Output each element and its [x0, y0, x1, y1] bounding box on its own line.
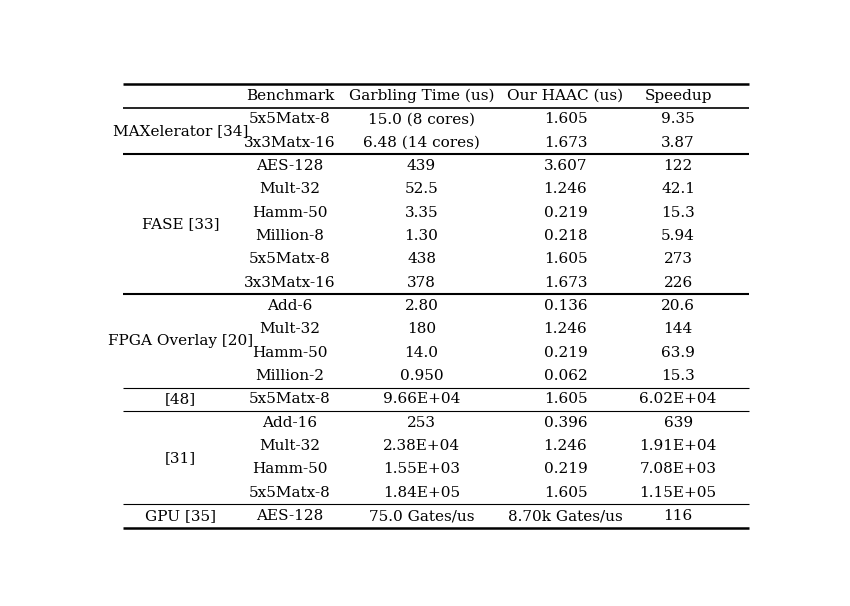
- Text: 2.38E+04: 2.38E+04: [383, 439, 460, 453]
- Text: 63.9: 63.9: [661, 345, 695, 360]
- Text: 0.396: 0.396: [544, 416, 587, 430]
- Text: 273: 273: [664, 252, 693, 267]
- Text: Mult-32: Mult-32: [259, 439, 320, 453]
- Text: Hamm-50: Hamm-50: [252, 345, 328, 360]
- Text: Speedup: Speedup: [644, 89, 712, 103]
- Text: 1.673: 1.673: [544, 276, 587, 290]
- Text: FPGA Overlay [20]: FPGA Overlay [20]: [108, 334, 253, 348]
- Text: 0.218: 0.218: [544, 229, 587, 243]
- Text: 1.246: 1.246: [544, 182, 587, 196]
- Text: 15.3: 15.3: [661, 205, 695, 220]
- Text: 1.55E+03: 1.55E+03: [383, 462, 460, 476]
- Text: [31]: [31]: [165, 451, 196, 465]
- Text: AES-128: AES-128: [257, 509, 324, 523]
- Text: 1.605: 1.605: [544, 392, 587, 407]
- Text: 1.605: 1.605: [544, 112, 587, 127]
- Text: Million-8: Million-8: [256, 229, 325, 243]
- Text: 639: 639: [664, 416, 693, 430]
- Text: 180: 180: [407, 322, 436, 336]
- Text: Our HAAC (us): Our HAAC (us): [507, 89, 624, 103]
- Text: 9.66E+04: 9.66E+04: [382, 392, 460, 407]
- Text: 1.605: 1.605: [544, 252, 587, 267]
- Text: 6.48 (14 cores): 6.48 (14 cores): [363, 136, 480, 150]
- Text: 3.87: 3.87: [661, 136, 695, 150]
- Text: 439: 439: [407, 159, 436, 173]
- Text: 438: 438: [407, 252, 436, 267]
- Text: 0.219: 0.219: [544, 345, 587, 360]
- Text: Add-16: Add-16: [263, 416, 318, 430]
- Text: 253: 253: [407, 416, 436, 430]
- Text: 5x5Matx-8: 5x5Matx-8: [249, 252, 331, 267]
- Text: 1.84E+05: 1.84E+05: [383, 485, 460, 500]
- Text: 5.94: 5.94: [661, 229, 695, 243]
- Text: 1.605: 1.605: [544, 485, 587, 500]
- Text: 1.15E+05: 1.15E+05: [639, 485, 717, 500]
- Text: 52.5: 52.5: [405, 182, 439, 196]
- Text: 14.0: 14.0: [405, 345, 439, 360]
- Text: 20.6: 20.6: [661, 299, 695, 313]
- Text: Garbling Time (us): Garbling Time (us): [348, 89, 495, 103]
- Text: FASE [33]: FASE [33]: [142, 218, 219, 231]
- Text: 1.246: 1.246: [544, 322, 587, 336]
- Text: 378: 378: [407, 276, 436, 290]
- Text: 1.246: 1.246: [544, 439, 587, 453]
- Text: 3x3Matx-16: 3x3Matx-16: [244, 276, 336, 290]
- Text: 0.136: 0.136: [544, 299, 587, 313]
- Text: 15.3: 15.3: [661, 369, 695, 383]
- Text: Mult-32: Mult-32: [259, 182, 320, 196]
- Text: 6.02E+04: 6.02E+04: [639, 392, 717, 407]
- Text: 0.219: 0.219: [544, 462, 587, 476]
- Text: AES-128: AES-128: [257, 159, 324, 173]
- Text: 1.91E+04: 1.91E+04: [639, 439, 717, 453]
- Text: 1.30: 1.30: [405, 229, 439, 243]
- Text: 5x5Matx-8: 5x5Matx-8: [249, 112, 331, 127]
- Text: Million-2: Million-2: [256, 369, 325, 383]
- Text: 144: 144: [664, 322, 693, 336]
- Text: 3x3Matx-16: 3x3Matx-16: [244, 136, 336, 150]
- Text: 116: 116: [664, 509, 693, 523]
- Text: 3.607: 3.607: [544, 159, 587, 173]
- Text: Hamm-50: Hamm-50: [252, 205, 328, 220]
- Text: 1.673: 1.673: [544, 136, 587, 150]
- Text: 2.80: 2.80: [405, 299, 439, 313]
- Text: Benchmark: Benchmark: [246, 89, 334, 103]
- Text: Mult-32: Mult-32: [259, 322, 320, 336]
- Text: 0.950: 0.950: [400, 369, 444, 383]
- Text: 8.70k Gates/us: 8.70k Gates/us: [508, 509, 623, 523]
- Text: Add-6: Add-6: [268, 299, 313, 313]
- Text: Hamm-50: Hamm-50: [252, 462, 328, 476]
- Text: [48]: [48]: [165, 392, 196, 407]
- Text: 0.062: 0.062: [544, 369, 587, 383]
- Text: 9.35: 9.35: [661, 112, 695, 127]
- Text: 122: 122: [664, 159, 693, 173]
- Text: 15.0 (8 cores): 15.0 (8 cores): [368, 112, 475, 127]
- Text: GPU [35]: GPU [35]: [145, 509, 216, 523]
- Text: 7.08E+03: 7.08E+03: [640, 462, 717, 476]
- Text: 75.0 Gates/us: 75.0 Gates/us: [369, 509, 474, 523]
- Text: 0.219: 0.219: [544, 205, 587, 220]
- Text: 3.35: 3.35: [405, 205, 439, 220]
- Text: 42.1: 42.1: [661, 182, 695, 196]
- Text: MAXelerator [34]: MAXelerator [34]: [113, 124, 248, 138]
- Text: 5x5Matx-8: 5x5Matx-8: [249, 392, 331, 407]
- Text: 5x5Matx-8: 5x5Matx-8: [249, 485, 331, 500]
- Text: 226: 226: [664, 276, 693, 290]
